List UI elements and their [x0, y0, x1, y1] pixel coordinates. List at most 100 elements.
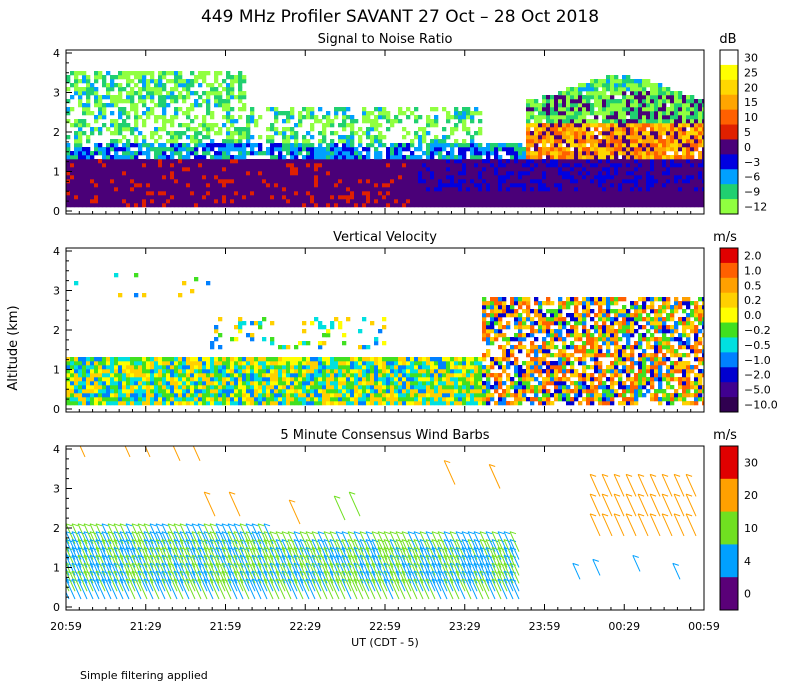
snr-cell [274, 163, 279, 168]
snr-cell [494, 159, 499, 164]
vv-cell [242, 377, 247, 382]
vv-cell [78, 377, 83, 382]
snr-cell [686, 123, 691, 128]
snr-cell [86, 111, 91, 116]
snr-cell [218, 155, 223, 160]
snr-cell [534, 115, 539, 120]
snr-cell [666, 115, 671, 120]
snr-cell [274, 147, 279, 152]
vv-cell [386, 365, 391, 370]
snr-cell [74, 119, 79, 124]
snr-cell [602, 147, 607, 152]
snr-cell [638, 171, 643, 176]
snr-cell [618, 147, 623, 152]
snr-cell [94, 91, 99, 96]
vv-cell [310, 401, 315, 406]
snr-cell [178, 155, 183, 160]
vv-cell [230, 357, 235, 362]
vv-cell [310, 377, 315, 382]
snr-x-ticks [65, 50, 705, 214]
snr-cell [78, 123, 83, 128]
snr-cell [642, 159, 647, 164]
snr-cell [434, 199, 439, 204]
snr-cell [246, 183, 251, 188]
snr-cell [134, 107, 139, 112]
snr-cell [286, 203, 291, 208]
vv-cell [342, 389, 347, 394]
snr-cell [646, 167, 651, 172]
snr-cell [382, 179, 387, 184]
vv-cell [130, 389, 135, 394]
vv-cell [90, 377, 95, 382]
snr-cell [522, 163, 527, 168]
snr-cell [542, 199, 547, 204]
vv-cell [122, 369, 127, 374]
snr-cell [126, 139, 131, 144]
snr-cell [614, 195, 619, 200]
snr-cell [242, 143, 247, 148]
snr-cell [678, 179, 683, 184]
vv-cell [170, 397, 175, 402]
snr-cell [454, 203, 459, 208]
snr-cell [214, 91, 219, 96]
snr-cell [290, 115, 295, 120]
vv-cell [258, 365, 263, 370]
vv-cell [342, 377, 347, 382]
snr-cell [274, 191, 279, 196]
snr-cell [70, 167, 75, 172]
snr-cell [442, 183, 447, 188]
vv-cell [298, 385, 303, 390]
snr-cell [418, 171, 423, 176]
vv-cell [238, 317, 243, 322]
vv-cell [166, 365, 171, 370]
vv-cell [338, 401, 343, 406]
snr-cell [298, 159, 303, 164]
snr-cell [466, 147, 471, 152]
snr-cell [614, 191, 619, 196]
snr-cell [290, 143, 295, 148]
snr-cell [110, 167, 115, 172]
vv-cell [78, 357, 83, 362]
snr-cell [558, 135, 563, 140]
vv-cell [238, 381, 243, 386]
snr-cell [294, 131, 299, 136]
vv-cell [362, 381, 367, 386]
snr-cell [374, 175, 379, 180]
vv-cell [222, 357, 227, 362]
snr-cell [198, 71, 203, 76]
snr-cell [162, 143, 167, 148]
snr-cell [430, 107, 435, 112]
snr-cell [250, 115, 255, 120]
snr-cell [702, 99, 704, 104]
snr-cell [682, 179, 687, 184]
vv-cell [250, 389, 255, 394]
snr-cell [318, 147, 323, 152]
vv-cell [110, 397, 115, 402]
snr-cell [554, 175, 559, 180]
snr-cell [74, 159, 79, 164]
snr-cell [534, 135, 539, 140]
snr-cell [678, 203, 683, 208]
snr-cell [286, 111, 291, 116]
vv-cell [286, 365, 291, 370]
vv-cell [374, 401, 379, 406]
snr-cell [166, 183, 171, 188]
snr-cell [658, 163, 663, 168]
snr-cell [618, 107, 623, 112]
vv-cell [70, 377, 75, 382]
snr-cell [666, 191, 671, 196]
snr-cell [622, 191, 627, 196]
snr-cell [646, 131, 651, 136]
snr-cell [578, 195, 583, 200]
snr-cell [394, 143, 399, 148]
snr-cell [610, 111, 615, 116]
snr-cell [298, 151, 303, 156]
snr-cell [590, 91, 595, 96]
snr-cell [214, 187, 219, 192]
snr-cell [542, 95, 547, 100]
snr-cell [222, 167, 227, 172]
vv-cell [82, 385, 87, 390]
vv-cell [278, 369, 283, 374]
